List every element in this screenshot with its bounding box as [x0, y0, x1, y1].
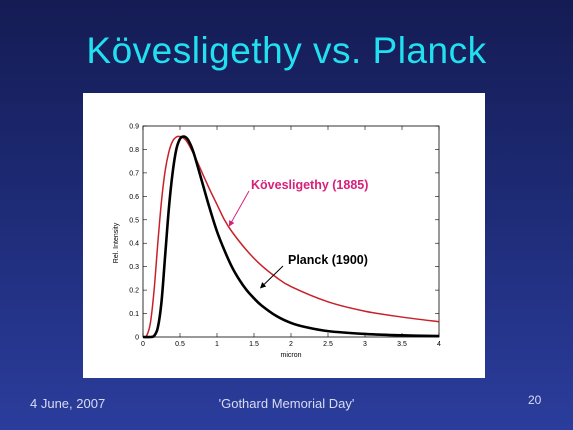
x-tick-label: 1.5 — [249, 341, 259, 348]
annotation-label-kovesligethy: Kövesligethy (1885) — [251, 178, 368, 192]
chart-svg: 0 0.5 1 1.5 2 2.5 3 3.5 4 0 0.1 0.2 0.3 0.4 0.5 0.6 0.7 0… — [113, 124, 441, 360]
annotation-arrow-kovesligethy — [228, 190, 250, 227]
x-tick-label: 2.5 — [323, 341, 333, 348]
x-tick-label: 3 — [363, 341, 367, 348]
plot-frame — [142, 125, 440, 338]
series-line-kovesligethy — [142, 135, 440, 338]
chart-axes — [142, 125, 440, 338]
y-tick-label: 0.2 — [129, 288, 139, 295]
annotation-arrow-planck — [259, 265, 284, 289]
page-number: 20 — [528, 393, 542, 407]
chart-figure: 0 0.5 1 1.5 2 2.5 3 3.5 4 0 0.1 0.2 0.3 0.4 0.5 0.6 0.7 0… — [83, 93, 485, 378]
slide-title: Kövesligethy vs. Planck — [86, 30, 487, 71]
chart-series — [142, 135, 440, 339]
footer-event: 'Gothard Memorial Day' — [218, 396, 355, 411]
chart-annotations: Kövesligethy (1885) Planck (1900) — [228, 178, 368, 289]
y-axis-label: Rel. Intensity — [113, 222, 120, 263]
x-tick-label: 2 — [289, 341, 293, 348]
y-tick-label: 0.6 — [129, 194, 139, 201]
annotation-label-planck: Planck (1900) — [288, 253, 368, 267]
x-tick-label: 4 — [437, 341, 441, 348]
x-tick-label: 3.5 — [397, 341, 407, 348]
y-tick-label: 0.9 — [129, 124, 139, 131]
series-line-planck — [142, 135, 440, 339]
footer-date: 4 June, 2007 — [30, 396, 106, 411]
y-tick-label: 0.8 — [129, 147, 139, 154]
x-tick-label: 0.5 — [175, 341, 185, 348]
y-tick-label: 0.5 — [129, 217, 139, 224]
x-axis-label: micron — [280, 352, 301, 359]
y-tick-label: 0.4 — [129, 241, 139, 248]
x-tick-label: 1 — [215, 341, 219, 348]
x-tick-label: 0 — [141, 341, 145, 348]
y-tick-label: 0.3 — [129, 264, 139, 271]
y-tick-label: 0 — [135, 335, 139, 342]
y-tick-label: 0.1 — [129, 311, 139, 318]
y-tick-label: 0.7 — [129, 170, 139, 177]
